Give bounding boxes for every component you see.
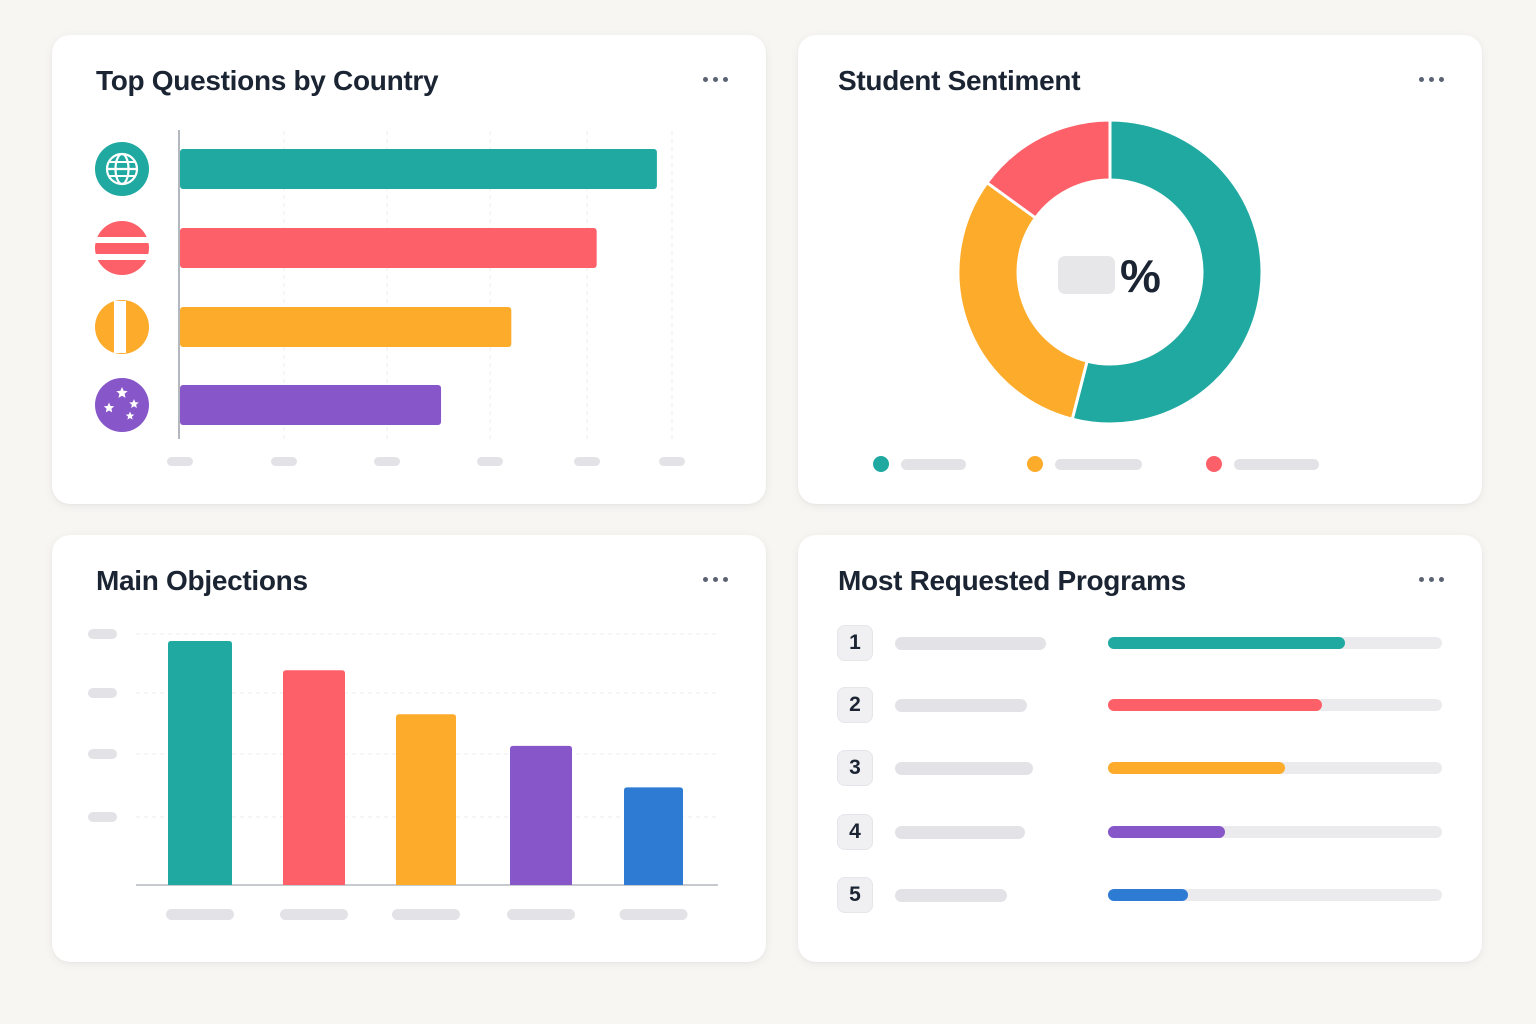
objection-bar [396, 714, 456, 885]
card-title: Main Objections [96, 565, 308, 596]
program-progress-fill [1108, 699, 1322, 711]
donut-slice [956, 181, 1089, 421]
card-title: Student Sentiment [838, 65, 1081, 96]
top-questions-card: Top Questions by Country [52, 35, 766, 504]
program-name-placeholder [895, 826, 1025, 839]
rank-badge: 4 [837, 814, 873, 850]
legend-dot [1027, 456, 1043, 472]
most-requested-programs-card: Most Requested Programs 1 2 3 4 5 [798, 535, 1482, 962]
more-options-icon[interactable] [699, 73, 732, 86]
program-name-placeholder [895, 699, 1027, 712]
x-tick-label [166, 909, 234, 920]
x-tick-label [619, 909, 688, 920]
rank-badge: 5 [837, 877, 873, 913]
objection-bar [624, 787, 683, 885]
vertical-flag-icon [95, 300, 149, 354]
objections-bar-chart [88, 629, 718, 920]
objection-bar [168, 641, 232, 885]
center-unit: % [1120, 250, 1161, 302]
rank-badge: 3 [837, 750, 873, 786]
program-progress-track [1108, 889, 1442, 901]
program-name-placeholder [895, 889, 1007, 902]
student-sentiment-card: Student Sentiment % [798, 35, 1482, 504]
x-tick-label [659, 457, 685, 466]
card-title: Top Questions by Country [96, 65, 439, 96]
country-bar [180, 228, 597, 268]
more-options-icon[interactable] [1415, 73, 1448, 86]
rank-badge: 1 [837, 625, 873, 661]
x-tick-label [477, 457, 503, 466]
sentiment-donut-chart: % [873, 118, 1319, 472]
main-objections-card: Main Objections [52, 535, 766, 962]
striped-flag-icon [95, 221, 149, 275]
x-tick-label [507, 909, 575, 920]
country-bar [180, 149, 657, 189]
x-tick-label [392, 909, 460, 920]
legend-dot [1206, 456, 1222, 472]
objection-bar [510, 745, 572, 885]
legend-label [901, 459, 966, 470]
rank-badge: 2 [837, 687, 873, 723]
donut-slice [985, 118, 1112, 220]
donut-slice [1070, 118, 1264, 426]
card-title: Most Requested Programs [838, 565, 1186, 596]
program-progress-track [1108, 826, 1442, 838]
y-tick-label [88, 629, 117, 639]
program-progress-fill [1108, 826, 1225, 838]
y-tick-label [88, 688, 117, 698]
program-progress-fill [1108, 762, 1286, 774]
more-options-icon[interactable] [699, 573, 732, 586]
stars-flag-icon [95, 378, 149, 432]
globe-icon [95, 142, 149, 196]
center-value-placeholder [1058, 256, 1115, 294]
legend-dot [873, 456, 889, 472]
x-tick-label [280, 909, 348, 920]
program-name-placeholder [895, 762, 1033, 775]
country-bar [180, 307, 512, 347]
program-progress-track [1108, 637, 1442, 649]
legend-label [1234, 459, 1319, 470]
country-bar [180, 385, 442, 425]
objection-bar [283, 670, 345, 885]
x-tick-label [271, 457, 297, 466]
more-options-icon[interactable] [1415, 573, 1448, 586]
program-progress-track [1108, 699, 1442, 711]
country-bar-chart [95, 130, 685, 466]
legend-label [1055, 459, 1142, 470]
x-tick-label [374, 457, 400, 466]
y-tick-label [88, 812, 117, 822]
program-progress-track [1108, 762, 1442, 774]
x-tick-label [574, 457, 600, 466]
program-progress-fill [1108, 889, 1189, 901]
y-tick-label [88, 749, 117, 759]
program-name-placeholder [895, 637, 1046, 650]
x-tick-label [167, 457, 193, 466]
program-progress-fill [1108, 637, 1346, 649]
